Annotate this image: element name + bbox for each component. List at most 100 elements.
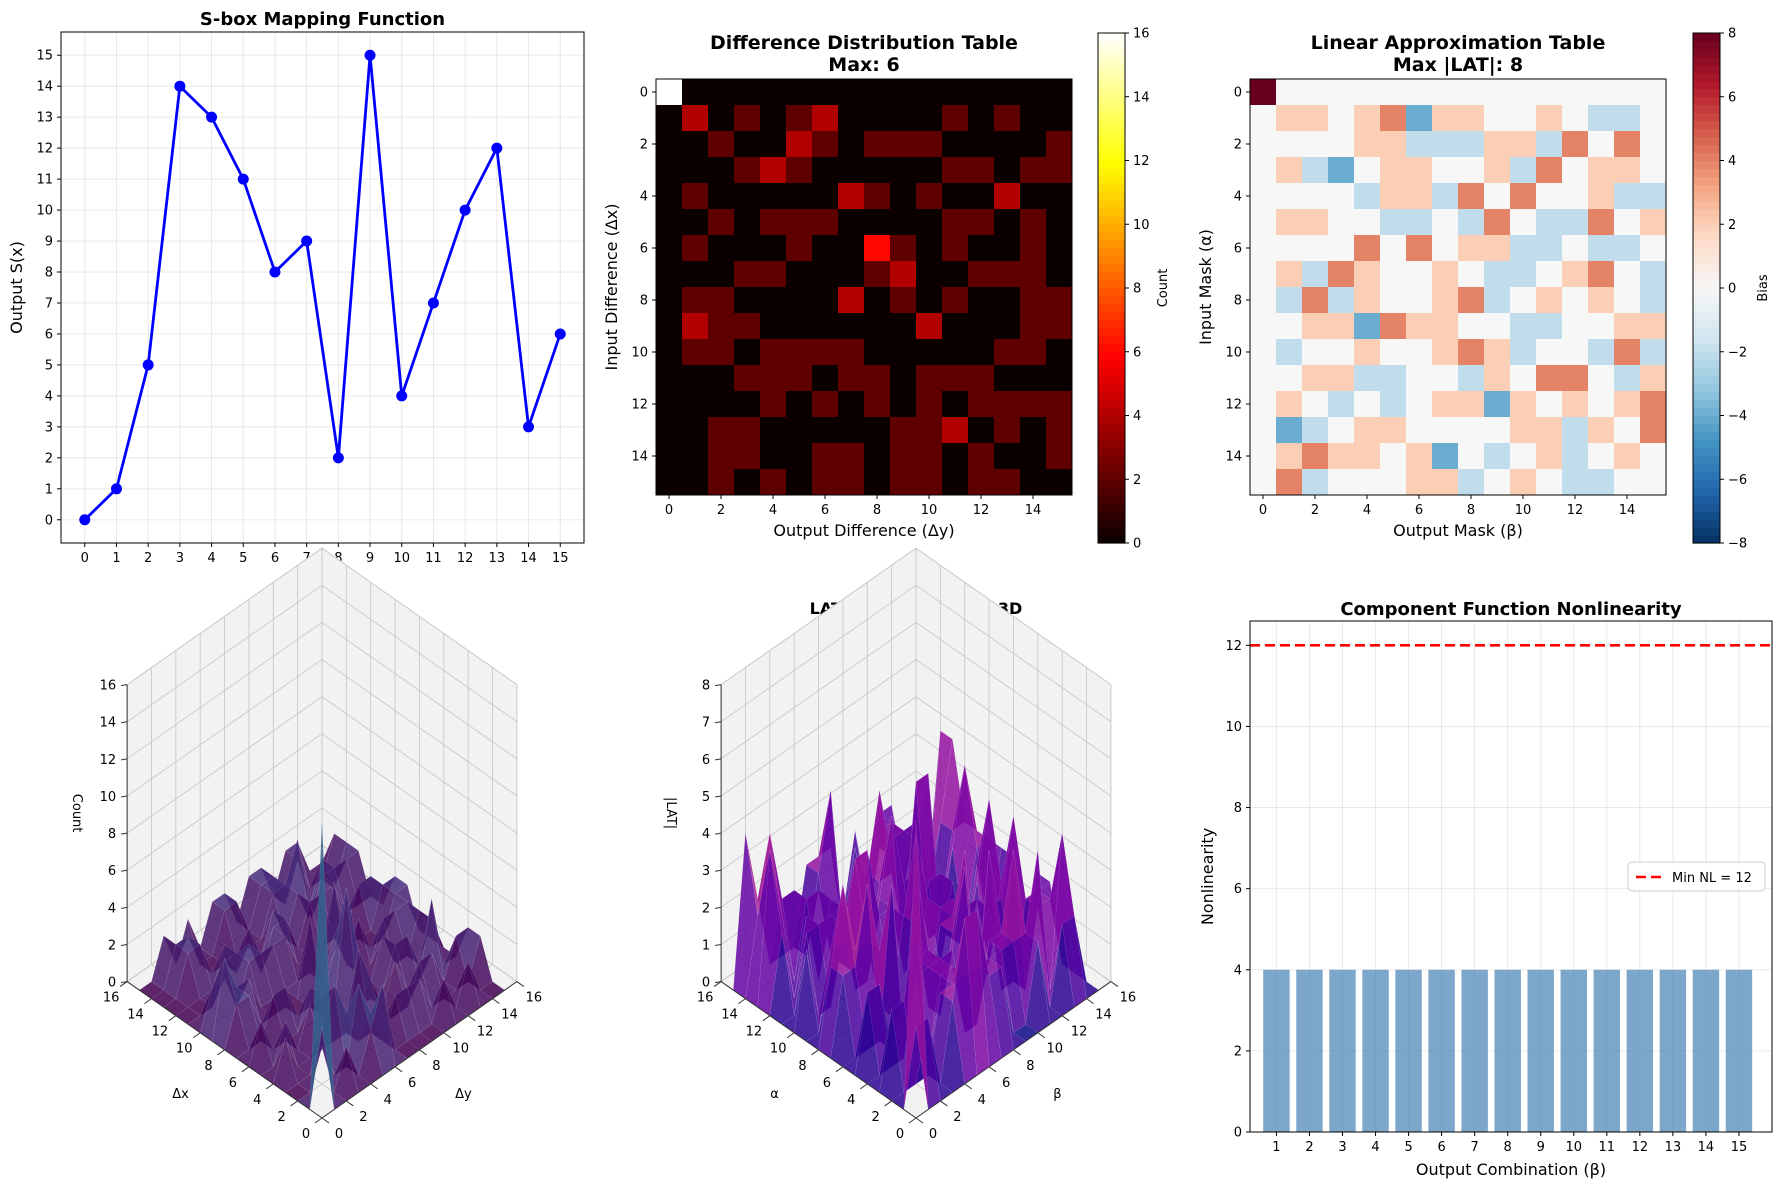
lat-cell [1640, 131, 1667, 158]
ddt-cell [916, 339, 943, 366]
ddt-cell [890, 157, 917, 184]
ddt-cell [734, 235, 761, 262]
lat-cell [1406, 157, 1433, 184]
lat-cell [1406, 235, 1433, 262]
ddt-cell [708, 365, 735, 392]
nl-y-tick: 8 [1234, 801, 1242, 816]
ddt3d-y-tickmark [394, 1066, 403, 1073]
lat-cell [1302, 79, 1329, 106]
lat-y-tick: 4 [1234, 190, 1242, 205]
ddt-cell [1046, 105, 1073, 132]
lat-cell [1354, 443, 1381, 470]
lat-colorbar-band [1693, 208, 1720, 217]
lat-cell [1458, 313, 1485, 340]
lat3d-x-tick: 4 [847, 1093, 855, 1108]
lat-colorbar-band [1693, 311, 1720, 321]
lat3d-z-gridline [720, 621, 1112, 760]
lat-cell [1432, 339, 1459, 366]
lat-cell [1588, 79, 1615, 106]
ddt-colorbar-tick: 16 [1133, 27, 1150, 42]
ddt-colorbar-band [1098, 176, 1125, 186]
ddt-cell [760, 339, 787, 366]
lat-cell [1458, 443, 1485, 470]
ddt-cell [786, 157, 813, 184]
sbox-x-tick: 1 [112, 551, 120, 566]
ddt3d-z-tickmark [121, 758, 128, 761]
ddt-cell [734, 261, 761, 288]
lat-cell [1354, 105, 1381, 132]
ddt-cell [1020, 365, 1047, 392]
lat-cell [1406, 469, 1433, 496]
nl-bar [1527, 969, 1554, 1132]
ddt-cell [734, 209, 761, 236]
nl-bar [1725, 969, 1753, 1132]
ddt-y-tick: 10 [631, 346, 648, 361]
lat-cell [1276, 417, 1303, 444]
lat-cell [1614, 157, 1641, 184]
ddt-cell [864, 339, 891, 366]
lat-cell [1406, 365, 1433, 392]
ddt3d-y-tick: 4 [384, 1093, 392, 1108]
lat-colorbar-band [1693, 264, 1720, 273]
lat-cell [1510, 365, 1537, 392]
sbox-x-tick: 9 [366, 551, 374, 566]
ddt3d-x-tick: 16 [103, 991, 120, 1006]
ddt-cell [760, 469, 787, 496]
ddt-cell [812, 79, 839, 106]
lat-cell [1354, 235, 1381, 262]
ddt3d-z-tickmark [121, 832, 128, 835]
lat3d-x-tickmark [908, 1117, 917, 1124]
lat-cell [1302, 469, 1329, 496]
nl-frame [1249, 620, 1773, 1133]
ddt-y-tick: 8 [640, 294, 648, 309]
lat-cell [1406, 261, 1433, 288]
lat-cell [1510, 391, 1537, 418]
ddt3d-z-gridline [126, 807, 518, 945]
ddt-cell [968, 183, 995, 210]
lat-cell [1432, 313, 1459, 340]
ddt3d-x-tick: 10 [176, 1042, 193, 1057]
ddt-colorbar-band [1098, 295, 1125, 305]
lat-cell [1380, 183, 1407, 210]
ddt-colorbar-band [1098, 272, 1125, 281]
ddt-colorbar-band [1098, 88, 1125, 98]
ddt3d-x-tickmark [119, 981, 128, 987]
ddt-colorbar-band [1098, 399, 1125, 409]
ddt-colorbar-band [1098, 248, 1125, 257]
lat-cell [1380, 313, 1407, 340]
lat3d-xlabel: α [770, 1087, 779, 1102]
lat-cell [1250, 339, 1277, 366]
ddt3d-z-tickmark [121, 906, 128, 909]
lat-cell [1328, 79, 1355, 106]
ddt-cell [1046, 157, 1073, 184]
ddt-x-tick: 12 [973, 503, 990, 518]
ddt-cell [682, 79, 709, 106]
lat3d-z-gridline [720, 696, 1112, 834]
lat-cell [1406, 287, 1433, 314]
ddt-cell [1046, 235, 1073, 262]
lat3d-z-tickmark [715, 832, 722, 835]
ddt-cell [760, 313, 787, 340]
ddt-cell [812, 105, 839, 132]
lat-colorbar-band [1693, 463, 1720, 472]
lat3d-x-tickmark [786, 1032, 795, 1039]
ddt-cell [968, 469, 995, 496]
lat3d-z-tickmark [715, 721, 722, 724]
ddt3d-y-tick: 0 [335, 1127, 343, 1142]
nl-bar [1428, 969, 1455, 1132]
ddt-cell [942, 183, 969, 210]
lat-cell [1432, 105, 1459, 132]
lat-cell [1354, 79, 1381, 106]
ddt-cell [994, 313, 1021, 340]
lat-cell [1432, 287, 1459, 314]
ddt3d-surface-quad [272, 918, 298, 965]
lat-cell [1328, 235, 1355, 262]
sbox-chart: S-box Mapping Function012345678910111213… [7, 9, 585, 589]
lat3d-x-tickmark [835, 1066, 844, 1073]
lat-cell [1354, 131, 1381, 158]
ddt-cell [916, 469, 943, 496]
ddt-cell [942, 365, 969, 392]
sbox-y-tick: 11 [36, 173, 53, 188]
ddt-cell [942, 209, 969, 236]
sbox-point [206, 111, 218, 123]
